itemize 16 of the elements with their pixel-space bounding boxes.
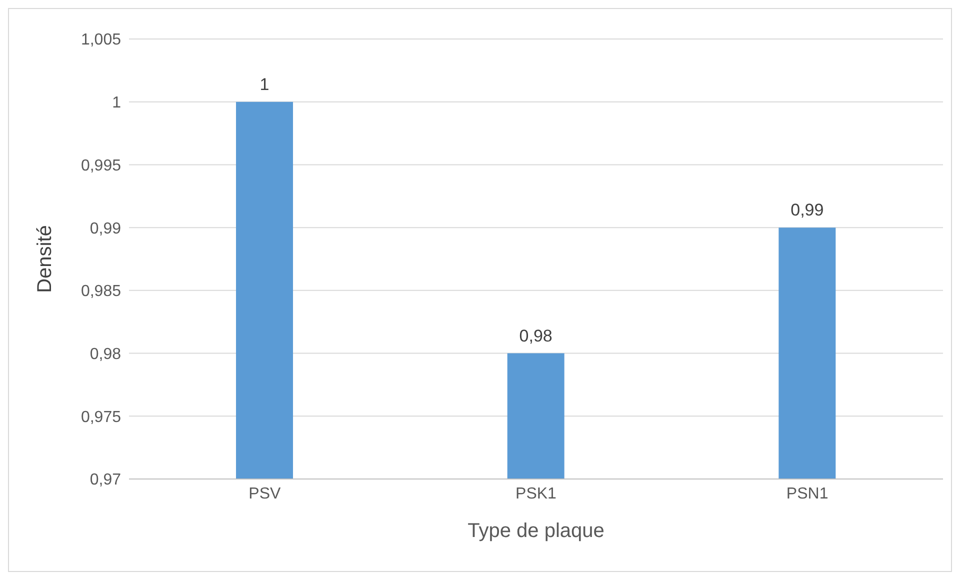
y-tick-label: 1,005 — [80, 32, 122, 49]
data-label: 0,99 — [790, 200, 824, 220]
y-tick-label: 0,97 — [90, 472, 122, 489]
x-tick-label: PSN1 — [786, 485, 828, 502]
x-tick-label: PSK1 — [516, 485, 557, 502]
y-tick-label: 0,995 — [80, 157, 122, 174]
y-tick-label: 0,975 — [80, 408, 122, 426]
y-tick-label: 0,985 — [80, 283, 122, 300]
y-tick-label: 0,98 — [90, 346, 122, 363]
data-label: 0,98 — [519, 326, 552, 346]
y-tick-label: 0,99 — [90, 220, 122, 238]
x-tick-label: PSV — [248, 485, 282, 502]
y-axis-title: Densité — [34, 225, 56, 293]
y-tick-label: 1 — [112, 94, 122, 112]
x-axis-title: Type de plaque — [468, 520, 604, 542]
data-label: 1 — [260, 74, 270, 94]
